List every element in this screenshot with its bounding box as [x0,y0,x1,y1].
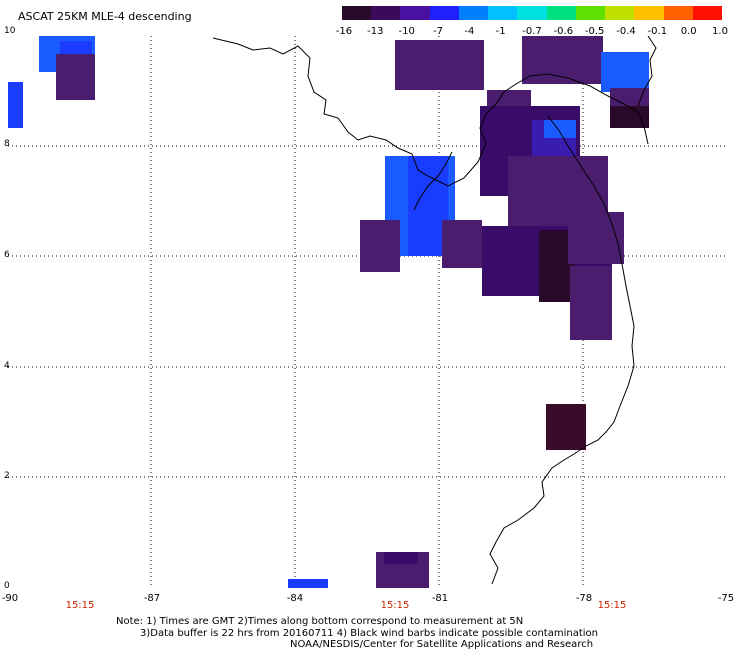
coastline [212,36,657,585]
cell-peninsula-blue2 [544,120,576,138]
time-label: 15:15 [380,600,410,611]
x-tick-label: -81 [431,593,449,604]
map-title: ASCAT 25KM MLE-4 descending [18,10,192,23]
cell-bottom-purple2 [384,552,418,564]
colorbar-segment [692,6,723,20]
cell-ne-dark [610,106,649,128]
colorbar-label: -0.1 [647,26,668,37]
colorbar-segment [488,6,518,20]
ascat-map [8,36,728,588]
time-label: 15:15 [65,600,95,611]
x-tick-label: -78 [575,593,593,604]
y-tick-label: 2 [4,471,10,481]
wind-cells [8,36,649,588]
note-line: 3)Data buffer is 22 hrs from 20160711 4)… [140,627,598,639]
colorbar-label: -0.5 [584,26,605,37]
cell-gulf-blue-dark [408,156,448,256]
colorbar-segment [458,6,489,20]
x-tick-label: -90 [1,593,19,604]
cell-ne-purple [522,36,603,84]
cell-ne-blue [601,52,649,92]
y-tick-label: 0 [4,581,10,591]
colorbar-label: -10 [398,26,415,37]
y-tick-label: 6 [4,250,10,260]
colorbar-segment [634,6,664,20]
cell-peninsula-d [568,212,624,264]
colorbar-segment [342,6,372,20]
colorbar-label: -0.6 [553,26,574,37]
colorbar-segment [575,6,606,20]
colorbar-label: -4 [464,26,475,37]
cell-w-blue [8,82,23,128]
colorbar-segment [517,6,547,20]
colorbar-labels: -16 -13 -10 -7 -4 -1 -0.7 -0.6 -0.5 -0.4 -0.1 0.0 1.… [336,26,728,38]
cell-gulf-purple-l [360,220,400,272]
colorbar-segment [371,6,401,20]
note-line: Note: 1) Times are GMT 2)Times along bot… [116,616,524,627]
cell-gulf-purple-r [442,220,482,268]
x-tick-label: -75 [717,593,735,604]
colorbar-label: -0.4 [616,26,636,37]
colorbar-segment [546,6,576,20]
x-tick-label: -84 [286,593,304,604]
x-tick-label: -87 [143,593,161,604]
colorbar-label: -0.7 [522,26,542,37]
y-tick-label: 4 [4,361,10,371]
colorbar-label: -16 [335,26,353,37]
y-tick-label: 8 [4,139,10,149]
time-label: 15:15 [597,600,627,611]
y-tick-label: 10 [4,26,16,36]
colorbar-segment [400,6,430,20]
colorbar-segment [663,6,693,20]
colorbar-segment [605,6,635,20]
colorbar-label: -1 [495,26,506,37]
colorbar-label: 1.0 [712,26,728,37]
colorbar [342,6,723,20]
colorbar-label: -7 [433,26,443,37]
colorbar-label: 0.0 [680,26,697,37]
cell-n-purple [395,40,484,90]
cell-nw-purple [56,54,95,100]
colorbar-segment [429,6,459,20]
cell-south-dark [546,404,586,450]
cell-peninsula-e [570,266,612,340]
colorbar-label: -13 [367,26,384,37]
cell-bottom-blue [288,579,328,588]
footnotes: Note: 1) Times are GMT 2)Times along bot… [116,616,598,651]
note-line: NOAA/NESDIS/Center for Satellite Applica… [290,639,594,650]
